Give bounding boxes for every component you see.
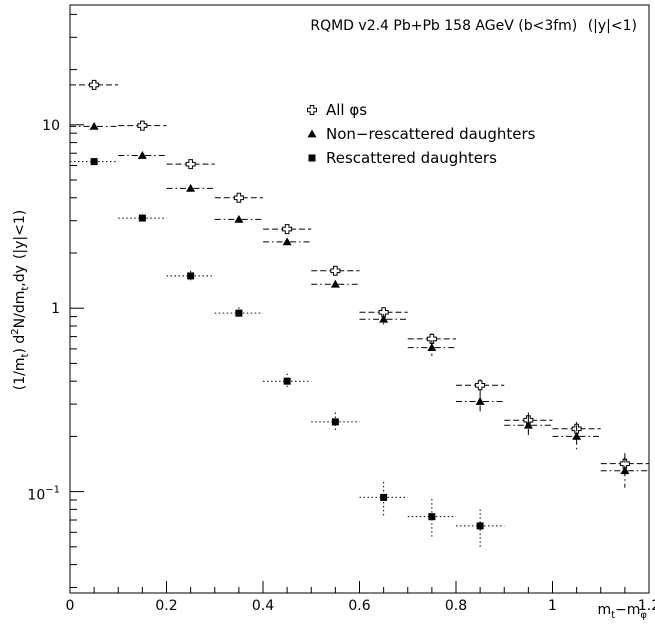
x-axis-label: mt−mφ <box>597 602 647 621</box>
chart-title-main: RQMD v2.4 Pb+Pb 158 AGeV (b<3fm) <box>310 18 577 34</box>
square-marker <box>138 214 146 222</box>
data-point <box>407 499 456 540</box>
x-tick-label: 1.2 <box>638 598 655 614</box>
data-point <box>552 425 601 450</box>
plot-frame <box>69 4 650 594</box>
chart-title: RQMD v2.4 Pb+Pb 158 AGeV (b<3fm) (|y|<1) <box>310 18 637 34</box>
legend-item: All φs <box>307 101 367 119</box>
series-2 <box>70 158 505 547</box>
data-point <box>504 415 553 437</box>
data-point <box>214 192 263 203</box>
data-point <box>166 159 215 170</box>
square-marker <box>331 418 339 426</box>
data-point <box>70 158 119 166</box>
data-point <box>166 270 215 282</box>
data-point <box>359 313 408 325</box>
data-point <box>70 121 119 130</box>
triangle-marker <box>282 237 292 246</box>
chart-title-rapidity: (|y|<1) <box>588 18 637 34</box>
open-cross-marker <box>378 307 389 318</box>
data-point <box>214 214 263 223</box>
x-tick-label: 0.4 <box>252 598 274 614</box>
data-point <box>70 79 119 90</box>
y-tick-label: 10 <box>42 118 60 134</box>
square-marker <box>476 522 484 530</box>
triangle-marker <box>307 129 317 138</box>
open-cross-marker <box>137 120 148 131</box>
axis-ticks: 0 0.2 0.4 0.6 0.8 1 1.2 1 10 <box>42 13 655 614</box>
data-marks <box>70 79 649 547</box>
data-point <box>456 379 505 392</box>
data-point <box>600 456 649 488</box>
square-marker <box>187 272 195 280</box>
triangle-marker <box>330 279 340 288</box>
triangle-marker <box>475 396 485 405</box>
x-tick-label: 0.6 <box>348 598 370 614</box>
triangle-marker <box>523 420 533 429</box>
data-point <box>407 340 456 356</box>
square-marker <box>428 513 436 521</box>
triangle-marker <box>234 214 244 223</box>
data-point <box>118 151 167 159</box>
triangle-marker <box>186 183 196 192</box>
legend-item: Non−rescattered daughters <box>307 125 536 143</box>
open-cross-marker <box>307 105 317 115</box>
data-point <box>311 265 360 276</box>
square-marker <box>235 309 243 317</box>
series-1 <box>70 121 649 488</box>
y-tick-label: 1 <box>51 301 60 317</box>
data-point <box>311 279 360 289</box>
open-cross-marker <box>233 192 244 203</box>
data-point <box>263 237 312 246</box>
x-tick-label: 0.8 <box>445 598 467 614</box>
x-tick-label: 0 <box>66 598 75 614</box>
open-cross-marker <box>185 159 196 170</box>
square-marker <box>308 154 316 162</box>
square-marker <box>380 493 388 501</box>
triangle-marker <box>572 431 582 440</box>
legend: All φs Non−rescattered daughters Rescatter… <box>307 101 536 167</box>
open-cross-marker <box>330 265 341 276</box>
legend-label: All φs <box>326 101 367 119</box>
triangle-marker <box>137 151 147 159</box>
data-point <box>359 307 408 318</box>
triangle-marker <box>379 314 389 323</box>
data-point <box>263 224 312 235</box>
data-point <box>359 481 408 517</box>
open-cross-marker <box>89 79 100 90</box>
x-tick-label: 0.2 <box>155 598 177 614</box>
legend-item: Rescattered daughters <box>308 149 497 167</box>
square-marker <box>283 377 291 385</box>
data-point <box>456 509 505 547</box>
x-tick-label: 1 <box>548 598 557 614</box>
data-point <box>263 373 312 390</box>
open-cross-marker <box>282 224 293 235</box>
data-point <box>118 214 167 223</box>
legend-label: Rescattered daughters <box>326 149 497 167</box>
square-marker <box>90 158 98 166</box>
data-point <box>118 120 167 131</box>
open-cross-marker <box>426 333 437 344</box>
data-point <box>166 183 215 193</box>
triangle-marker <box>427 343 437 351</box>
y-axis-label: (1/mt) d2N/dmt,dy(|y|<1) <box>10 210 31 390</box>
triangle-marker <box>620 466 630 475</box>
open-cross-marker <box>475 380 486 391</box>
data-point <box>456 391 505 413</box>
data-point <box>214 307 263 320</box>
open-cross-marker <box>619 458 630 469</box>
legend-label: Non−rescattered daughters <box>326 125 536 143</box>
y-tick-label-0.1: 10−1 <box>27 485 60 504</box>
triangle-marker <box>89 121 99 130</box>
data-point <box>311 412 360 433</box>
